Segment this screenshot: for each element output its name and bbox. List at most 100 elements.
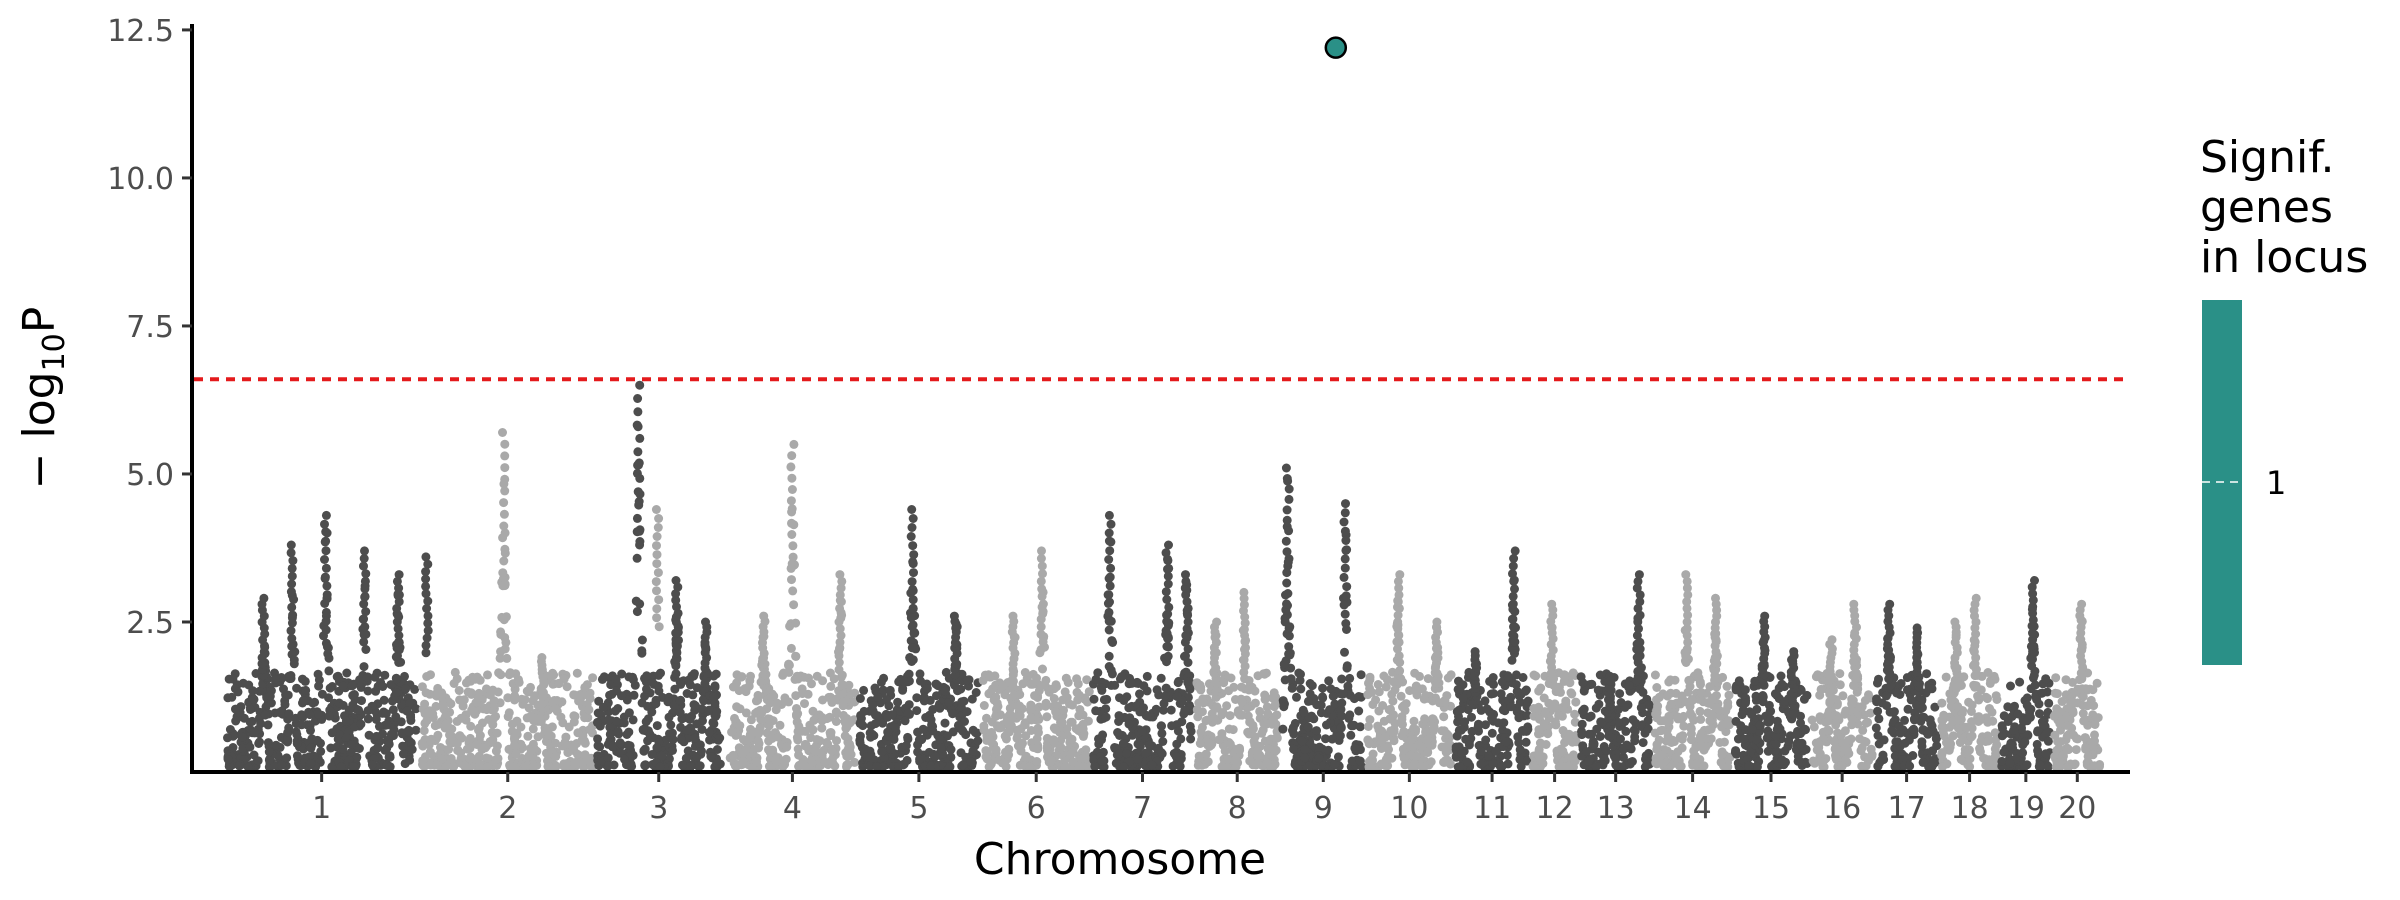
snp-point — [651, 577, 661, 587]
snp-point — [256, 719, 266, 729]
snp-point — [712, 745, 722, 754]
snp-point — [1699, 761, 1709, 771]
snp-point — [455, 695, 465, 705]
chromosome-13-points — [1576, 570, 1655, 772]
snp-point — [1368, 700, 1378, 709]
snp-point — [635, 433, 645, 443]
snp-point — [692, 683, 702, 693]
snp-point — [1682, 624, 1692, 634]
snp-point — [1105, 581, 1115, 591]
snp-point — [394, 597, 404, 607]
snp-point — [830, 761, 840, 771]
snp-point — [1917, 737, 1927, 747]
snp-point — [1271, 699, 1281, 709]
snp-point — [1097, 756, 1107, 766]
snp-point — [1519, 726, 1528, 736]
snp-point — [380, 745, 390, 755]
snp-point — [1345, 710, 1355, 720]
snp-point — [1164, 602, 1174, 612]
snp-point — [1038, 664, 1047, 674]
snp-point — [908, 586, 918, 596]
snp-point — [1410, 668, 1420, 678]
snp-point — [438, 700, 448, 710]
snp-point — [1164, 540, 1173, 550]
snp-point — [1679, 721, 1689, 731]
snp-point — [341, 716, 351, 726]
snp-point — [1652, 713, 1662, 723]
snp-point — [727, 727, 737, 737]
snp-point — [905, 653, 915, 663]
snp-point — [1153, 743, 1163, 753]
snp-point — [1780, 746, 1790, 756]
snp-point — [580, 750, 590, 760]
snp-point — [444, 745, 454, 754]
snp-point — [336, 762, 346, 772]
snp-point — [546, 731, 556, 741]
snp-point — [1481, 720, 1490, 730]
snp-point — [1665, 675, 1675, 685]
snp-point — [1570, 717, 1580, 727]
snp-point — [1374, 687, 1384, 697]
snp-point — [1181, 651, 1190, 661]
snp-point — [786, 643, 796, 653]
chromosome-17-points — [1871, 599, 1942, 772]
snp-point — [298, 696, 308, 706]
snp-point — [1323, 745, 1333, 755]
snp-point — [1861, 718, 1871, 728]
snp-point — [264, 755, 274, 765]
snp-point — [1512, 686, 1522, 696]
snp-point — [1410, 759, 1419, 768]
snp-point — [322, 642, 332, 652]
snp-point — [1506, 702, 1516, 712]
snp-point — [1161, 626, 1171, 636]
snp-point — [1036, 622, 1046, 632]
snp-point — [1777, 756, 1787, 765]
snp-point — [359, 554, 369, 563]
snp-point — [1185, 721, 1195, 731]
snp-point — [283, 727, 293, 737]
snp-point — [287, 579, 297, 589]
snp-point — [1467, 712, 1476, 722]
snp-point — [465, 754, 475, 764]
snp-point — [958, 760, 968, 770]
snp-point — [872, 762, 881, 772]
snp-point — [1042, 712, 1052, 722]
snp-point — [1340, 609, 1350, 619]
snp-point — [554, 679, 564, 689]
snp-point — [1684, 675, 1694, 685]
snp-point — [313, 709, 323, 719]
snp-point — [909, 550, 919, 560]
snp-point — [1042, 742, 1052, 752]
snp-point — [859, 685, 869, 695]
snp-point — [363, 714, 373, 724]
snp-point — [744, 681, 754, 691]
snp-point — [341, 732, 351, 742]
snp-point — [876, 677, 886, 687]
snp-point — [1711, 593, 1720, 603]
snp-point — [1161, 683, 1171, 693]
snp-point — [834, 617, 844, 627]
snp-point — [1650, 728, 1660, 738]
snp-point — [1802, 690, 1812, 700]
snp-point — [1750, 676, 1760, 686]
snp-point — [1910, 715, 1919, 725]
snp-point — [433, 720, 443, 729]
snp-point — [704, 727, 714, 737]
snp-point — [1005, 709, 1015, 719]
snp-point — [1900, 715, 1909, 725]
snp-point — [1508, 629, 1518, 639]
snp-point — [765, 747, 775, 757]
snp-point — [638, 725, 648, 735]
snp-point — [1394, 590, 1404, 600]
snp-point — [569, 741, 579, 750]
snp-point — [283, 690, 293, 700]
snp-point — [971, 728, 981, 738]
snp-point — [1124, 703, 1134, 713]
snp-point — [916, 735, 926, 745]
snp-point — [1001, 734, 1011, 744]
snp-point — [1157, 728, 1167, 738]
snp-point — [787, 451, 797, 461]
chromosome-2-points — [417, 428, 664, 772]
snp-point — [789, 600, 799, 610]
snp-point — [392, 617, 402, 627]
